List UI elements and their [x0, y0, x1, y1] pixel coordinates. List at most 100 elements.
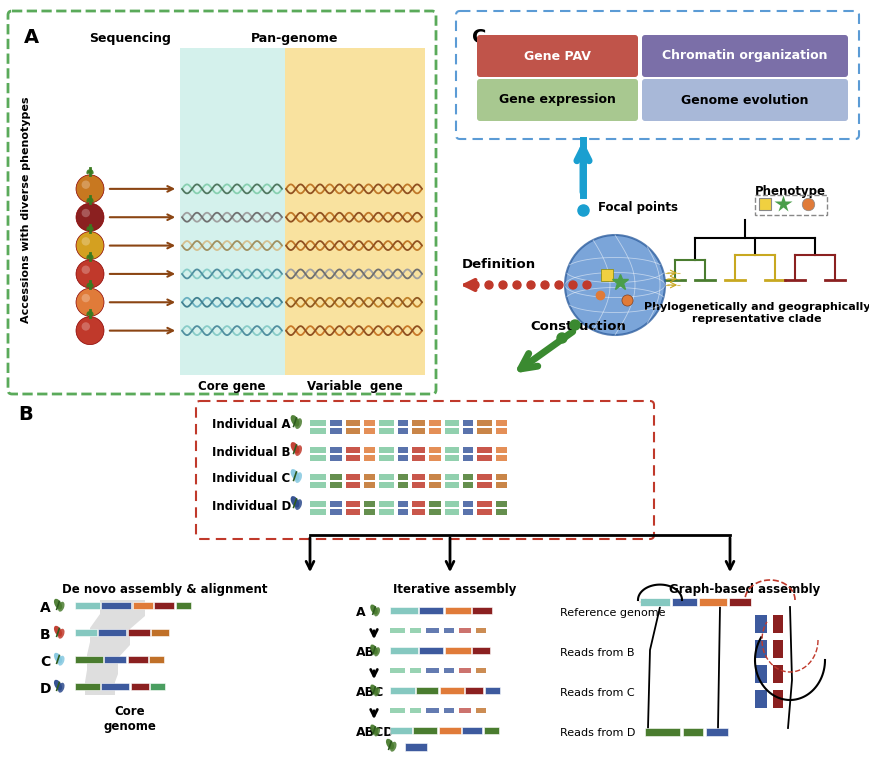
- Bar: [754, 665, 766, 683]
- Circle shape: [76, 203, 104, 231]
- Bar: [754, 690, 766, 708]
- Ellipse shape: [90, 283, 94, 288]
- Bar: [309, 509, 326, 515]
- Bar: [472, 647, 490, 654]
- Bar: [426, 628, 439, 633]
- Bar: [346, 447, 360, 453]
- Bar: [329, 420, 342, 426]
- Text: Phylogenetically and geographically
representative clade: Phylogenetically and geographically repr…: [643, 302, 869, 324]
- Ellipse shape: [295, 499, 302, 510]
- Circle shape: [76, 232, 104, 259]
- Circle shape: [76, 288, 104, 317]
- Bar: [131, 683, 149, 690]
- Ellipse shape: [90, 226, 94, 231]
- Bar: [346, 474, 360, 480]
- Text: Reads from C: Reads from C: [560, 688, 634, 698]
- Ellipse shape: [86, 311, 90, 316]
- Bar: [180, 48, 285, 375]
- Bar: [773, 665, 782, 683]
- Bar: [444, 474, 459, 480]
- Text: Genome evolution: Genome evolution: [680, 94, 808, 107]
- Text: Pan-genome: Pan-genome: [251, 32, 338, 45]
- Bar: [495, 482, 507, 488]
- Bar: [397, 501, 408, 507]
- Bar: [444, 607, 470, 614]
- Bar: [459, 708, 470, 713]
- Bar: [379, 447, 394, 453]
- Bar: [389, 607, 417, 614]
- Circle shape: [470, 281, 479, 289]
- Ellipse shape: [86, 255, 90, 259]
- Text: Reads from D: Reads from D: [560, 728, 634, 738]
- Ellipse shape: [290, 415, 299, 427]
- Bar: [462, 501, 473, 507]
- Text: Sequencing: Sequencing: [89, 32, 170, 45]
- Bar: [150, 683, 165, 690]
- Bar: [428, 501, 441, 507]
- Bar: [151, 629, 169, 636]
- Ellipse shape: [86, 198, 90, 203]
- Ellipse shape: [58, 655, 64, 665]
- Bar: [682, 728, 702, 736]
- Text: ABCD: ABCD: [355, 726, 394, 739]
- Bar: [397, 482, 408, 488]
- Bar: [495, 428, 507, 434]
- Bar: [462, 509, 473, 515]
- Bar: [444, 447, 459, 453]
- Ellipse shape: [90, 311, 94, 316]
- Ellipse shape: [290, 469, 299, 481]
- FancyBboxPatch shape: [476, 35, 637, 77]
- Bar: [363, 501, 375, 507]
- Bar: [671, 598, 696, 606]
- Ellipse shape: [374, 607, 380, 617]
- Bar: [462, 420, 473, 426]
- Bar: [379, 509, 394, 515]
- Bar: [428, 455, 441, 461]
- Text: Individual A: Individual A: [212, 418, 290, 432]
- Ellipse shape: [290, 442, 299, 453]
- Bar: [363, 482, 375, 488]
- Bar: [363, 420, 375, 426]
- Bar: [397, 447, 408, 453]
- Bar: [754, 640, 766, 658]
- Bar: [444, 420, 459, 426]
- Text: AB: AB: [355, 646, 375, 659]
- Bar: [412, 447, 425, 453]
- Bar: [363, 509, 375, 515]
- Bar: [483, 727, 499, 734]
- Circle shape: [82, 237, 90, 246]
- Bar: [419, 647, 443, 654]
- Bar: [476, 455, 492, 461]
- Bar: [444, 428, 459, 434]
- Bar: [75, 683, 100, 690]
- Bar: [495, 474, 507, 480]
- Ellipse shape: [88, 284, 92, 287]
- Ellipse shape: [90, 255, 94, 259]
- Circle shape: [499, 281, 507, 289]
- Text: Chromatin organization: Chromatin organization: [661, 50, 826, 63]
- Bar: [412, 428, 425, 434]
- Bar: [397, 509, 408, 515]
- FancyBboxPatch shape: [641, 79, 847, 121]
- Text: Iterative assembly: Iterative assembly: [393, 583, 516, 596]
- Ellipse shape: [88, 170, 92, 173]
- Bar: [389, 628, 405, 633]
- Circle shape: [82, 209, 90, 217]
- Ellipse shape: [88, 227, 92, 230]
- Text: Individual B: Individual B: [212, 446, 290, 459]
- Text: C: C: [472, 28, 486, 47]
- Bar: [329, 482, 342, 488]
- Bar: [428, 447, 441, 453]
- FancyBboxPatch shape: [455, 11, 858, 139]
- Ellipse shape: [295, 472, 302, 483]
- Ellipse shape: [374, 727, 380, 736]
- Bar: [439, 727, 461, 734]
- Bar: [476, 447, 492, 453]
- Bar: [363, 428, 375, 434]
- Bar: [443, 628, 454, 633]
- Bar: [363, 455, 375, 461]
- Bar: [495, 447, 507, 453]
- Circle shape: [564, 235, 664, 335]
- Bar: [754, 195, 826, 215]
- Bar: [476, 501, 492, 507]
